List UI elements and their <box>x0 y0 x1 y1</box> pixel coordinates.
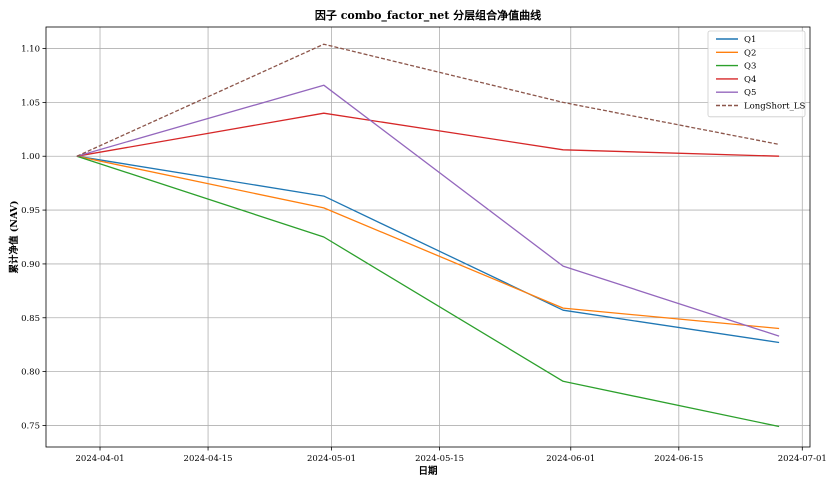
legend-label: Q3 <box>744 62 756 72</box>
series-layer <box>76 43 780 428</box>
series-line-q4 <box>76 112 780 157</box>
y-tick-label: 0.80 <box>21 368 40 378</box>
plot-frame <box>45 26 811 448</box>
legend-label: Q5 <box>744 88 756 98</box>
x-tick-label: 2024-07-01 <box>778 454 827 464</box>
series-line-q5 <box>76 84 780 337</box>
y-tick-label: 1.10 <box>21 45 40 55</box>
y-tick-label: 0.85 <box>21 314 40 324</box>
series-line-q3 <box>76 155 780 428</box>
legend-label: Q2 <box>744 48 756 58</box>
y-tick-label: 1.00 <box>21 152 40 162</box>
chart-title: 因子 combo_factor_net 分层组合净值曲线 <box>315 8 541 23</box>
x-tick-label: 2024-06-01 <box>546 454 595 464</box>
x-tick-label: 2024-04-15 <box>184 454 233 464</box>
ticks-layer: 2024-04-01 2024-04-15 2024-05-01 2024-05-15… <box>21 45 827 464</box>
x-tick-label: 2024-05-15 <box>415 454 464 464</box>
series-line-longshort-ls <box>76 43 780 157</box>
y-tick-label: 0.90 <box>21 260 40 270</box>
y-axis-label: 累计净值 (NAV) <box>8 200 20 273</box>
x-tick-label: 2024-05-01 <box>307 454 356 464</box>
x-tick-label: 2024-04-01 <box>76 454 125 464</box>
legend-label: LongShort_LS <box>744 102 805 112</box>
legend: Q1 Q2 Q3 Q4 Q5 LongShort_LS <box>707 30 805 118</box>
series-line-q2 <box>76 155 780 330</box>
series-line-q1 <box>76 155 780 344</box>
legend-label: Q1 <box>744 35 756 45</box>
legend-label: Q4 <box>744 75 756 85</box>
x-tick-label: 2024-06-15 <box>654 454 703 464</box>
y-tick-label: 0.95 <box>21 206 40 216</box>
y-tick-label: 1.05 <box>21 98 40 108</box>
y-tick-label: 0.75 <box>21 421 40 431</box>
x-axis-label: 日期 <box>418 465 437 477</box>
grid-layer <box>46 27 810 447</box>
